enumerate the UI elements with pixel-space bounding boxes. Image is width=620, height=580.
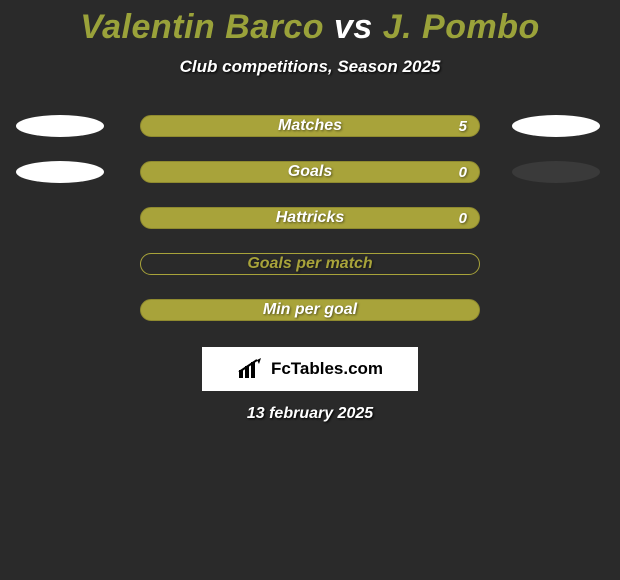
stat-value: 0 <box>459 164 467 181</box>
left-ellipse <box>16 115 104 137</box>
stat-label: Matches <box>278 117 342 135</box>
stat-bar: Min per goal <box>140 299 480 321</box>
logo-text: FcTables.com <box>271 359 383 379</box>
player2-name: J. Pombo <box>383 8 540 46</box>
player1-name: Valentin Barco <box>80 8 324 46</box>
page-title: Valentin Barco vs J. Pombo <box>0 8 620 47</box>
stat-row: Hattricks 0 <box>0 207 620 229</box>
stat-bar: Matches 5 <box>140 115 480 137</box>
stat-value: 0 <box>459 210 467 227</box>
stat-value: 5 <box>459 118 467 135</box>
logo-box: FcTables.com <box>202 347 418 391</box>
stat-label: Goals <box>288 163 332 181</box>
stat-bar: Hattricks 0 <box>140 207 480 229</box>
left-ellipse <box>16 161 104 183</box>
stat-label: Min per goal <box>263 301 357 319</box>
vs-text: vs <box>334 8 373 46</box>
stat-bar: Goals 0 <box>140 161 480 183</box>
chart-icon <box>237 358 265 380</box>
stat-label: Hattricks <box>276 209 344 227</box>
comparison-infographic: Valentin Barco vs J. Pombo Club competit… <box>0 0 620 423</box>
stat-label: Goals per match <box>247 255 372 273</box>
date-line: 13 february 2025 <box>0 405 620 423</box>
stat-row: Min per goal <box>0 299 620 321</box>
right-ellipse <box>512 115 600 137</box>
stat-bar: Goals per match <box>140 253 480 275</box>
stat-row: Goals 0 <box>0 161 620 183</box>
stat-rows: Matches 5 Goals 0 Hattricks 0 Goals per match M… <box>0 115 620 321</box>
subtitle: Club competitions, Season 2025 <box>0 57 620 77</box>
stat-row: Goals per match <box>0 253 620 275</box>
right-ellipse <box>512 161 600 183</box>
stat-row: Matches 5 <box>0 115 620 137</box>
